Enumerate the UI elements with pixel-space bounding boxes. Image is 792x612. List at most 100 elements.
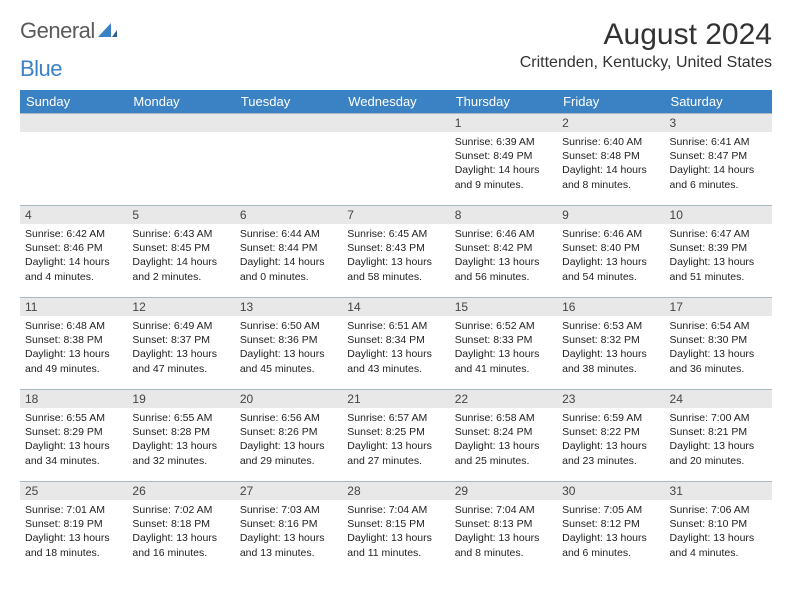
day-details: Sunrise: 6:50 AMSunset: 8:36 PMDaylight:… xyxy=(235,316,342,380)
calendar-cell: 7Sunrise: 6:45 AMSunset: 8:43 PMDaylight… xyxy=(342,206,449,298)
day-number: 3 xyxy=(665,114,772,132)
daylight-line: Daylight: 13 hours and 8 minutes. xyxy=(455,531,552,559)
calendar-cell: 14Sunrise: 6:51 AMSunset: 8:34 PMDayligh… xyxy=(342,298,449,390)
daylight-line: Daylight: 13 hours and 47 minutes. xyxy=(132,347,229,375)
daylight-line: Daylight: 14 hours and 9 minutes. xyxy=(455,163,552,191)
sunset-line: Sunset: 8:32 PM xyxy=(562,333,659,347)
title-block: August 2024 Crittenden, Kentucky, United… xyxy=(520,18,772,72)
sunset-line: Sunset: 8:47 PM xyxy=(670,149,767,163)
day-number: 7 xyxy=(342,206,449,224)
day-details: Sunrise: 7:04 AMSunset: 8:15 PMDaylight:… xyxy=(342,500,449,564)
daylight-line: Daylight: 13 hours and 49 minutes. xyxy=(25,347,122,375)
calendar-cell: 17Sunrise: 6:54 AMSunset: 8:30 PMDayligh… xyxy=(665,298,772,390)
sunrise-line: Sunrise: 6:50 AM xyxy=(240,319,337,333)
day-number: 25 xyxy=(20,482,127,500)
calendar-cell xyxy=(20,114,127,206)
day-details: Sunrise: 6:44 AMSunset: 8:44 PMDaylight:… xyxy=(235,224,342,288)
calendar-cell: 4Sunrise: 6:42 AMSunset: 8:46 PMDaylight… xyxy=(20,206,127,298)
day-header-row: Sunday Monday Tuesday Wednesday Thursday… xyxy=(20,90,772,114)
calendar-table: Sunday Monday Tuesday Wednesday Thursday… xyxy=(20,90,772,574)
sunrise-line: Sunrise: 7:04 AM xyxy=(455,503,552,517)
calendar-week-row: 1Sunrise: 6:39 AMSunset: 8:49 PMDaylight… xyxy=(20,114,772,206)
daylight-line: Daylight: 14 hours and 8 minutes. xyxy=(562,163,659,191)
day-number: 16 xyxy=(557,298,664,316)
day-number: 19 xyxy=(127,390,234,408)
sunrise-line: Sunrise: 6:54 AM xyxy=(670,319,767,333)
sunset-line: Sunset: 8:12 PM xyxy=(562,517,659,531)
calendar-week-row: 11Sunrise: 6:48 AMSunset: 8:38 PMDayligh… xyxy=(20,298,772,390)
sunrise-line: Sunrise: 7:03 AM xyxy=(240,503,337,517)
daylight-line: Daylight: 13 hours and 36 minutes. xyxy=(670,347,767,375)
day-details: Sunrise: 6:54 AMSunset: 8:30 PMDaylight:… xyxy=(665,316,772,380)
sunrise-line: Sunrise: 6:43 AM xyxy=(132,227,229,241)
day-number-empty xyxy=(20,114,127,132)
day-header: Wednesday xyxy=(342,90,449,114)
sunset-line: Sunset: 8:28 PM xyxy=(132,425,229,439)
calendar-cell xyxy=(342,114,449,206)
sunset-line: Sunset: 8:46 PM xyxy=(25,241,122,255)
day-number: 1 xyxy=(450,114,557,132)
calendar-cell: 13Sunrise: 6:50 AMSunset: 8:36 PMDayligh… xyxy=(235,298,342,390)
day-header: Thursday xyxy=(450,90,557,114)
sunset-line: Sunset: 8:34 PM xyxy=(347,333,444,347)
sunset-line: Sunset: 8:19 PM xyxy=(25,517,122,531)
daylight-line: Daylight: 13 hours and 11 minutes. xyxy=(347,531,444,559)
sunset-line: Sunset: 8:49 PM xyxy=(455,149,552,163)
day-details: Sunrise: 6:56 AMSunset: 8:26 PMDaylight:… xyxy=(235,408,342,472)
calendar-cell: 3Sunrise: 6:41 AMSunset: 8:47 PMDaylight… xyxy=(665,114,772,206)
calendar-body: 1Sunrise: 6:39 AMSunset: 8:49 PMDaylight… xyxy=(20,114,772,574)
daylight-line: Daylight: 13 hours and 58 minutes. xyxy=(347,255,444,283)
daylight-line: Daylight: 13 hours and 32 minutes. xyxy=(132,439,229,467)
day-details: Sunrise: 6:40 AMSunset: 8:48 PMDaylight:… xyxy=(557,132,664,196)
calendar-page: General August 2024 Crittenden, Kentucky… xyxy=(0,0,792,584)
day-details: Sunrise: 6:52 AMSunset: 8:33 PMDaylight:… xyxy=(450,316,557,380)
daylight-line: Daylight: 13 hours and 18 minutes. xyxy=(25,531,122,559)
calendar-location: Crittenden, Kentucky, United States xyxy=(520,54,772,72)
sunrise-line: Sunrise: 6:47 AM xyxy=(670,227,767,241)
day-details: Sunrise: 6:58 AMSunset: 8:24 PMDaylight:… xyxy=(450,408,557,472)
sunset-line: Sunset: 8:40 PM xyxy=(562,241,659,255)
brand-part2: Blue xyxy=(20,56,62,82)
daylight-line: Daylight: 13 hours and 23 minutes. xyxy=(562,439,659,467)
sunrise-line: Sunrise: 6:46 AM xyxy=(455,227,552,241)
sunset-line: Sunset: 8:43 PM xyxy=(347,241,444,255)
day-header: Saturday xyxy=(665,90,772,114)
daylight-line: Daylight: 13 hours and 27 minutes. xyxy=(347,439,444,467)
day-details: Sunrise: 6:51 AMSunset: 8:34 PMDaylight:… xyxy=(342,316,449,380)
day-number: 29 xyxy=(450,482,557,500)
sunset-line: Sunset: 8:42 PM xyxy=(455,241,552,255)
day-details: Sunrise: 7:04 AMSunset: 8:13 PMDaylight:… xyxy=(450,500,557,564)
calendar-cell: 2Sunrise: 6:40 AMSunset: 8:48 PMDaylight… xyxy=(557,114,664,206)
sunrise-line: Sunrise: 6:44 AM xyxy=(240,227,337,241)
brand-logo: General xyxy=(20,18,119,44)
calendar-cell: 22Sunrise: 6:58 AMSunset: 8:24 PMDayligh… xyxy=(450,390,557,482)
calendar-cell: 11Sunrise: 6:48 AMSunset: 8:38 PMDayligh… xyxy=(20,298,127,390)
day-details: Sunrise: 7:05 AMSunset: 8:12 PMDaylight:… xyxy=(557,500,664,564)
calendar-cell: 16Sunrise: 6:53 AMSunset: 8:32 PMDayligh… xyxy=(557,298,664,390)
sunset-line: Sunset: 8:21 PM xyxy=(670,425,767,439)
day-details: Sunrise: 6:47 AMSunset: 8:39 PMDaylight:… xyxy=(665,224,772,288)
day-number: 2 xyxy=(557,114,664,132)
day-details: Sunrise: 6:55 AMSunset: 8:29 PMDaylight:… xyxy=(20,408,127,472)
day-details: Sunrise: 7:00 AMSunset: 8:21 PMDaylight:… xyxy=(665,408,772,472)
sunset-line: Sunset: 8:16 PM xyxy=(240,517,337,531)
day-details: Sunrise: 6:41 AMSunset: 8:47 PMDaylight:… xyxy=(665,132,772,196)
day-details: Sunrise: 6:45 AMSunset: 8:43 PMDaylight:… xyxy=(342,224,449,288)
sunrise-line: Sunrise: 6:55 AM xyxy=(25,411,122,425)
sunrise-line: Sunrise: 7:01 AM xyxy=(25,503,122,517)
calendar-cell: 9Sunrise: 6:46 AMSunset: 8:40 PMDaylight… xyxy=(557,206,664,298)
sunrise-line: Sunrise: 6:42 AM xyxy=(25,227,122,241)
day-number: 15 xyxy=(450,298,557,316)
daylight-line: Daylight: 13 hours and 25 minutes. xyxy=(455,439,552,467)
sunset-line: Sunset: 8:37 PM xyxy=(132,333,229,347)
day-number: 11 xyxy=(20,298,127,316)
day-number: 18 xyxy=(20,390,127,408)
calendar-cell: 21Sunrise: 6:57 AMSunset: 8:25 PMDayligh… xyxy=(342,390,449,482)
calendar-title: August 2024 xyxy=(520,18,772,52)
calendar-cell: 25 Sunrise: 7:01 AMSunset: 8:19 PMDayligh… xyxy=(20,482,127,574)
sunset-line: Sunset: 8:22 PM xyxy=(562,425,659,439)
day-details: Sunrise: 6:53 AMSunset: 8:32 PMDaylight:… xyxy=(557,316,664,380)
sunrise-line: Sunrise: 6:48 AM xyxy=(25,319,122,333)
day-number: 24 xyxy=(665,390,772,408)
sunset-line: Sunset: 8:13 PM xyxy=(455,517,552,531)
